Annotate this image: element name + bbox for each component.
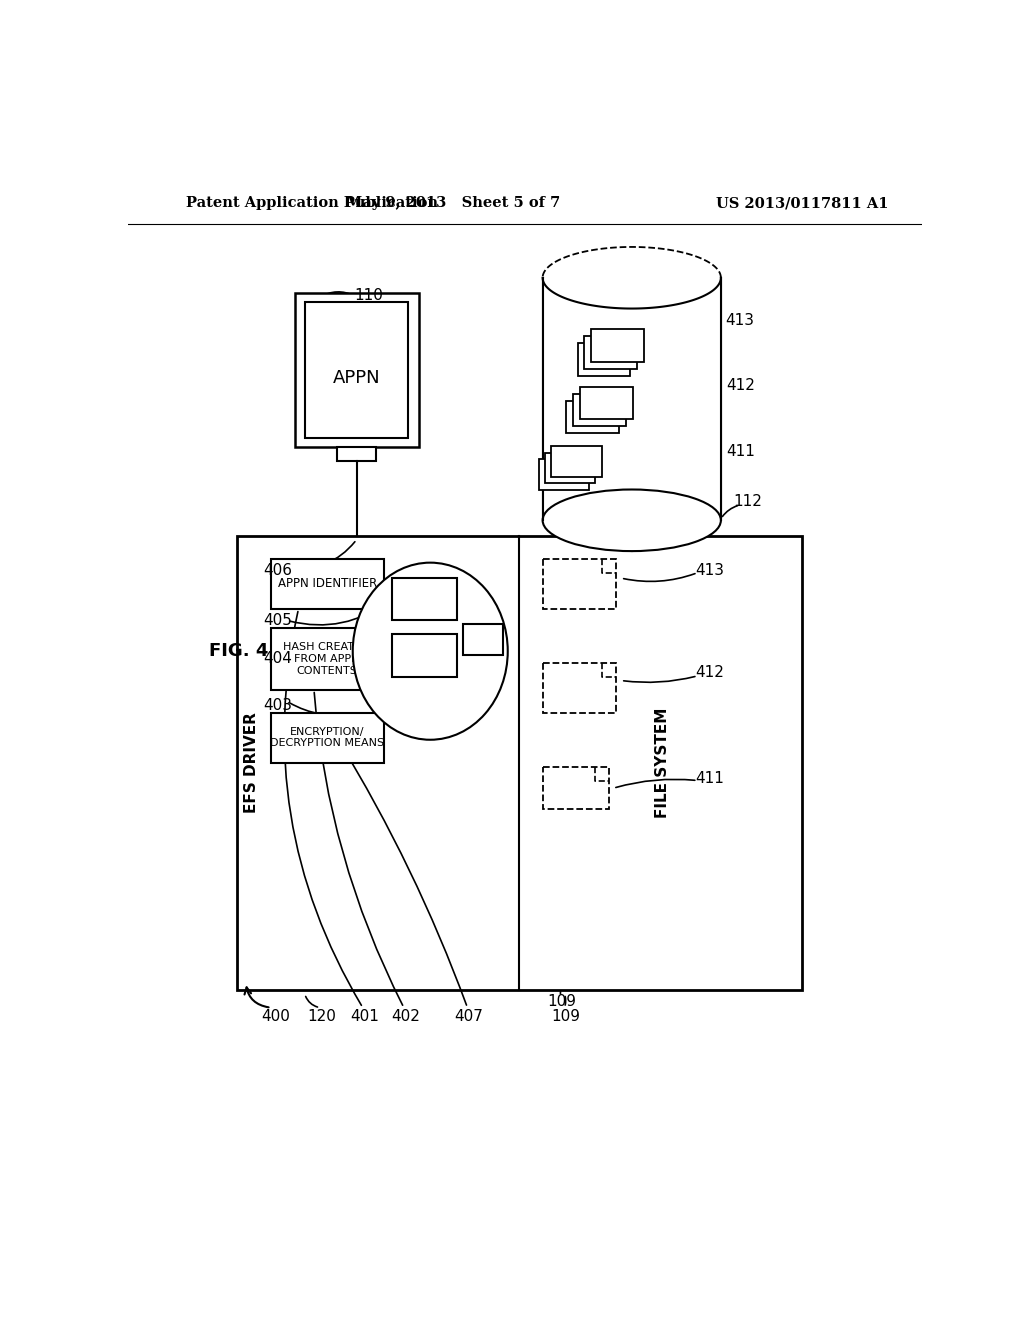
Bar bbox=[463, 624, 503, 655]
Ellipse shape bbox=[352, 562, 508, 739]
FancyArrowPatch shape bbox=[723, 506, 737, 516]
Text: 411: 411 bbox=[726, 444, 755, 458]
Text: 406: 406 bbox=[263, 562, 292, 578]
Text: APPN: APPN bbox=[333, 368, 381, 387]
Text: 413: 413 bbox=[694, 562, 724, 578]
Bar bbox=[237, 536, 802, 990]
Text: EFS DRIVER: EFS DRIVER bbox=[245, 713, 259, 813]
Bar bbox=[543, 663, 616, 713]
FancyArrowPatch shape bbox=[321, 292, 354, 297]
Text: May 9, 2013   Sheet 5 of 7: May 9, 2013 Sheet 5 of 7 bbox=[346, 197, 560, 210]
Text: APPN
HASH: APPN HASH bbox=[409, 644, 439, 665]
Bar bbox=[543, 767, 608, 809]
Bar bbox=[551, 446, 601, 478]
Bar bbox=[295, 293, 419, 447]
Ellipse shape bbox=[543, 490, 721, 552]
Bar bbox=[585, 337, 637, 368]
FancyArrowPatch shape bbox=[291, 541, 355, 568]
Text: 413: 413 bbox=[726, 313, 755, 327]
FancyArrowPatch shape bbox=[624, 574, 695, 581]
Text: 400: 400 bbox=[261, 1010, 290, 1024]
Text: 412: 412 bbox=[695, 665, 724, 680]
FancyArrowPatch shape bbox=[314, 693, 402, 1006]
Bar bbox=[271, 558, 384, 609]
Text: 109: 109 bbox=[548, 994, 577, 1008]
FancyArrowPatch shape bbox=[290, 656, 389, 668]
Text: ADMIN
UI: ADMIN UI bbox=[466, 628, 501, 651]
Bar bbox=[566, 401, 618, 433]
FancyArrowPatch shape bbox=[290, 601, 389, 624]
Text: 405: 405 bbox=[263, 612, 292, 628]
Bar bbox=[337, 447, 376, 461]
FancyArrowPatch shape bbox=[285, 611, 361, 1006]
Bar bbox=[305, 302, 408, 438]
FancyArrowPatch shape bbox=[306, 997, 317, 1007]
FancyArrowPatch shape bbox=[339, 741, 467, 1005]
Bar bbox=[543, 558, 616, 609]
Text: APPN IDENTIFIER: APPN IDENTIFIER bbox=[278, 577, 377, 590]
Text: 411: 411 bbox=[695, 771, 724, 785]
Bar bbox=[539, 459, 589, 490]
Bar bbox=[580, 387, 633, 420]
Bar bbox=[391, 635, 458, 677]
Text: Patent Application Publication: Patent Application Publication bbox=[186, 197, 438, 210]
Text: 112: 112 bbox=[733, 494, 763, 508]
Text: HASH CREATOR
FROM APPN
CONTENTS: HASH CREATOR FROM APPN CONTENTS bbox=[284, 643, 371, 676]
FancyArrowPatch shape bbox=[636, 389, 715, 397]
Text: ENCRYPTION/
DECRYPTION MEANS: ENCRYPTION/ DECRYPTION MEANS bbox=[270, 726, 384, 748]
Bar bbox=[545, 453, 595, 483]
Text: 412: 412 bbox=[726, 378, 755, 393]
Bar bbox=[592, 330, 644, 362]
Text: 407: 407 bbox=[455, 1010, 483, 1024]
FancyArrowPatch shape bbox=[605, 453, 714, 461]
Text: 401: 401 bbox=[350, 1010, 379, 1024]
Text: FILE SYSTEM: FILE SYSTEM bbox=[655, 708, 671, 818]
Text: US 2013/0117811 A1: US 2013/0117811 A1 bbox=[716, 197, 889, 210]
FancyArrowPatch shape bbox=[245, 987, 268, 1007]
Bar bbox=[572, 395, 626, 426]
Bar bbox=[271, 628, 384, 689]
Text: 120: 120 bbox=[307, 1010, 336, 1024]
Text: 404: 404 bbox=[263, 651, 292, 667]
FancyArrowPatch shape bbox=[289, 702, 354, 715]
Bar bbox=[578, 343, 630, 376]
FancyArrowPatch shape bbox=[648, 325, 715, 330]
Text: 403: 403 bbox=[263, 697, 292, 713]
Text: 109: 109 bbox=[551, 1010, 581, 1024]
Text: TYPES
OF FILE: TYPES OF FILE bbox=[403, 587, 444, 610]
Bar bbox=[543, 277, 721, 520]
Text: 402: 402 bbox=[391, 1010, 420, 1024]
Text: 110: 110 bbox=[354, 288, 383, 304]
Text: FIG. 4: FIG. 4 bbox=[209, 643, 268, 660]
FancyArrowPatch shape bbox=[624, 677, 695, 682]
Bar bbox=[391, 578, 458, 620]
Bar bbox=[271, 713, 384, 763]
FancyArrowPatch shape bbox=[615, 779, 695, 788]
